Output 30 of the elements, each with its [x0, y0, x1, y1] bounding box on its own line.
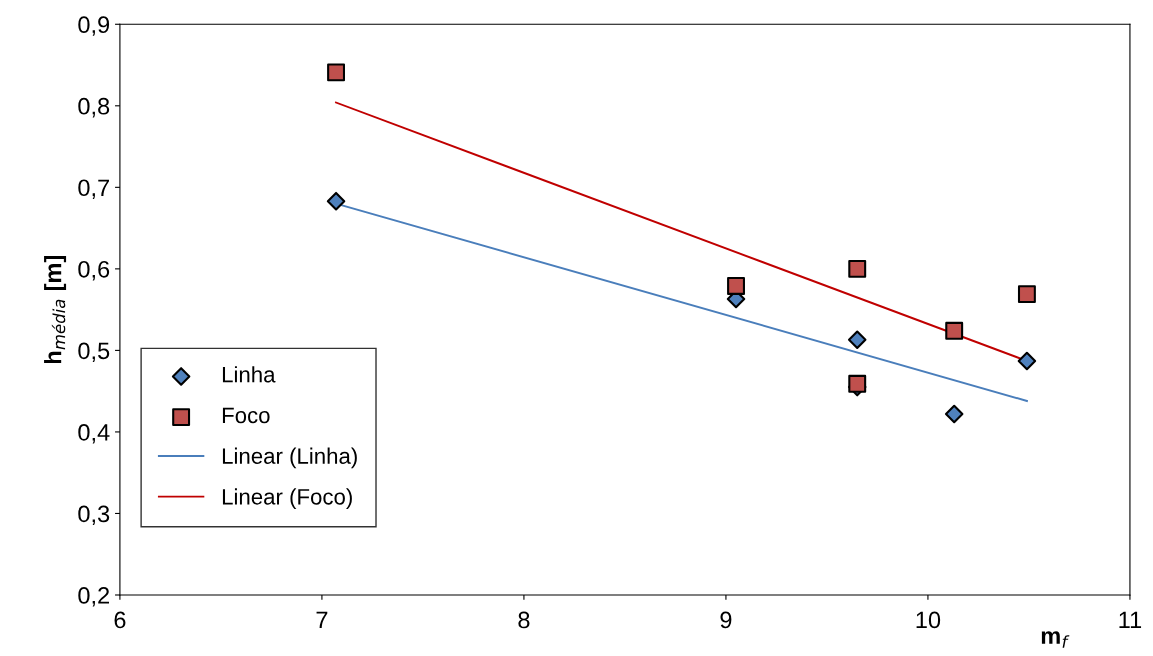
point [847, 330, 867, 350]
y-tick-label: 0,5 [78, 342, 110, 362]
point [944, 404, 964, 424]
x-tick-label: 11 [1119, 611, 1142, 629]
y-tick-label: 0,9 [78, 16, 110, 36]
point [327, 63, 346, 82]
point [848, 259, 867, 278]
point [727, 277, 745, 295]
point [848, 374, 867, 393]
legend-label: Linear (Linha) [222, 447, 357, 469]
y-tick-label: 0,4 [78, 424, 110, 444]
x-tick-label: 7 [316, 611, 328, 629]
x-tick-label: 10 [916, 611, 941, 629]
x-tick-label: 8 [518, 611, 530, 629]
y-tick-label: 0,7 [78, 179, 110, 199]
legend-label: Linha [222, 366, 276, 383]
point [326, 191, 346, 211]
y-tick-label: 0,3 [78, 505, 110, 526]
x-tick-label: 9 [720, 611, 732, 629]
point [1017, 351, 1037, 371]
point [1017, 285, 1036, 304]
x-tick-label: 6 [114, 611, 126, 629]
legend-label: Linear (Foco) [222, 488, 352, 510]
y-tick-label: 0,2 [78, 587, 110, 607]
y-tick-label: 0,8 [78, 97, 110, 118]
y-tick-label: 0,6 [78, 260, 110, 281]
point [945, 321, 964, 340]
legend-label: Foco [222, 407, 270, 424]
y-axis-title: h$_{média}$ [m] [44, 256, 67, 364]
x-axis-title: m$_{f}$ [1041, 631, 1070, 648]
